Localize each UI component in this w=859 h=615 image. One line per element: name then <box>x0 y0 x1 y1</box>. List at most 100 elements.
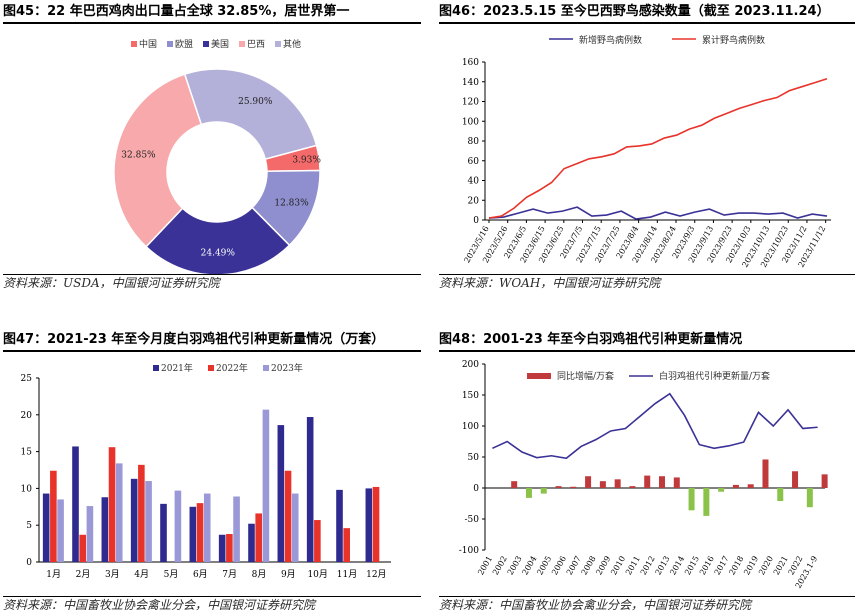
legend-label: 巴西 <box>247 39 265 50</box>
x-tick-label: 11月 <box>337 569 357 580</box>
bar <box>777 488 784 502</box>
y-tick-label: 15 <box>21 448 33 458</box>
bar-line-combo-chart: 同比增幅/万套 白羽鸡祖代引种更新量/万套-100-500501001502002… <box>459 360 828 590</box>
series-line <box>492 392 818 460</box>
legend-label: 2022年 <box>216 362 248 374</box>
bar <box>196 503 204 562</box>
bar <box>189 506 197 562</box>
bar <box>218 534 226 562</box>
bar <box>160 503 167 562</box>
slice-label: 25.90% <box>238 97 273 107</box>
legend-label: 白羽鸡祖代引种更新量/万套 <box>659 370 770 382</box>
panel-45: 图45：22 年巴西鸡肉出口量占全球 32.85%，居世界第一 中国 欧盟 美国 巴西… <box>3 2 423 292</box>
bar <box>336 489 343 562</box>
legend-swatch <box>527 373 551 379</box>
chart-title: 图47：2021-23 年至今月度白羽鸡祖代引种更新量情况（万套） <box>3 330 421 352</box>
bar <box>614 479 621 488</box>
legend-swatch <box>275 41 281 47</box>
bar <box>203 493 211 562</box>
panel-46: 图46：2023.5.15 至今巴西野鸟感染数量（截至 2023.11.24） … <box>439 2 857 292</box>
slice-label: 12.83% <box>274 198 309 208</box>
bar <box>762 459 769 488</box>
y-tick-label: 50 <box>468 453 480 463</box>
pie-slice <box>113 73 203 248</box>
x-tick-label: 12月 <box>366 569 386 580</box>
legend-label: 其他 <box>283 38 301 50</box>
legend-label: 2021年 <box>161 362 193 374</box>
panel-48: 图48：2001-23 年至今白羽鸡祖代引种更新量情况 同比增幅/万套 白羽鸡祖代… <box>439 330 857 614</box>
legend-label: 新增野鸟病例数 <box>579 34 642 46</box>
chart-title: 图46：2023.5.15 至今巴西野鸟感染数量（截至 2023.11.24） <box>439 2 855 24</box>
y-tick-label: 20 <box>21 411 33 421</box>
slice-label: 24.49% <box>201 248 236 258</box>
series-line <box>488 206 828 220</box>
bar <box>732 484 739 488</box>
legend-label: 同比增幅/万套 <box>557 370 614 382</box>
bar <box>86 506 94 562</box>
bar <box>644 475 651 488</box>
donut-chart: 中国 欧盟 美国 巴西 其他 3.93% 12.83% 24.49% 32.85% 25.90% <box>113 38 321 276</box>
legend-swatch <box>208 365 214 371</box>
y-tick-label: 0 <box>473 484 479 494</box>
bar <box>599 481 606 488</box>
y-tick-label: -100 <box>459 546 479 556</box>
bar <box>306 417 314 562</box>
bar <box>718 488 725 492</box>
bar <box>291 493 299 562</box>
bar <box>673 477 680 488</box>
y-tick-label: -50 <box>465 515 480 525</box>
x-tick-label: 4月 <box>134 569 149 580</box>
bar <box>806 488 813 508</box>
x-tick-label: 3月 <box>105 569 120 580</box>
y-tick-label: 140 <box>462 78 479 88</box>
y-tick-label: 150 <box>462 391 479 401</box>
grouped-bar-chart: 2021年 2022年 2023年 0 5 10 15 20 25 1月 2月 3月 4月 5月 6月 7月 8… <box>21 362 391 580</box>
x-tick-label: 10月 <box>307 569 327 580</box>
y-tick-label: 0 <box>473 216 479 226</box>
legend-label: 欧盟 <box>175 38 193 50</box>
y-tick-label: 60 <box>468 157 480 167</box>
bar <box>284 470 292 562</box>
legend-swatch <box>239 41 245 47</box>
chart-source: 资料来源：WOAH，中国银河证券研究院 <box>439 274 855 291</box>
bar <box>343 528 350 562</box>
legend-label: 累计野鸟病例数 <box>702 34 765 46</box>
bar <box>540 488 547 494</box>
legend-swatch <box>167 41 173 47</box>
legend-swatch <box>153 365 159 371</box>
x-tick-label: 7月 <box>222 569 237 580</box>
bar <box>703 488 710 516</box>
chart-title: 图48：2001-23 年至今白羽鸡祖代引种更新量情况 <box>439 330 855 352</box>
bar <box>108 447 116 562</box>
x-tick-label: 8月 <box>252 569 267 580</box>
legend-label: 美国 <box>211 38 229 50</box>
bar <box>174 490 182 562</box>
bar <box>570 486 577 488</box>
y-tick-label: 100 <box>462 117 479 127</box>
bar <box>226 534 233 562</box>
bar <box>50 470 57 562</box>
bar <box>821 474 828 488</box>
bar <box>629 486 636 488</box>
bar <box>314 520 321 562</box>
bar <box>372 486 380 562</box>
chart-title: 图45：22 年巴西鸡肉出口量占全球 32.85%，居世界第一 <box>3 2 421 24</box>
y-tick-label: 20 <box>468 196 480 206</box>
legend-swatch <box>131 41 137 47</box>
y-tick-label: 200 <box>462 360 479 370</box>
bar <box>248 523 255 562</box>
y-tick-label: 80 <box>468 137 480 147</box>
bar <box>525 488 532 498</box>
bar <box>101 497 109 562</box>
series-line <box>488 78 828 219</box>
bar <box>277 425 285 562</box>
x-tick-label: 1月 <box>46 569 61 580</box>
bar <box>792 471 799 488</box>
chart-source: 资料来源：中国畜牧业协会禽业分会，中国银河证券研究院 <box>439 596 855 613</box>
y-tick-label: 120 <box>462 98 479 108</box>
y-tick-label: 40 <box>468 177 480 187</box>
bar <box>130 478 138 562</box>
y-tick-label: 100 <box>462 422 479 432</box>
legend-label: 中国 <box>139 38 157 50</box>
bar <box>115 463 123 562</box>
